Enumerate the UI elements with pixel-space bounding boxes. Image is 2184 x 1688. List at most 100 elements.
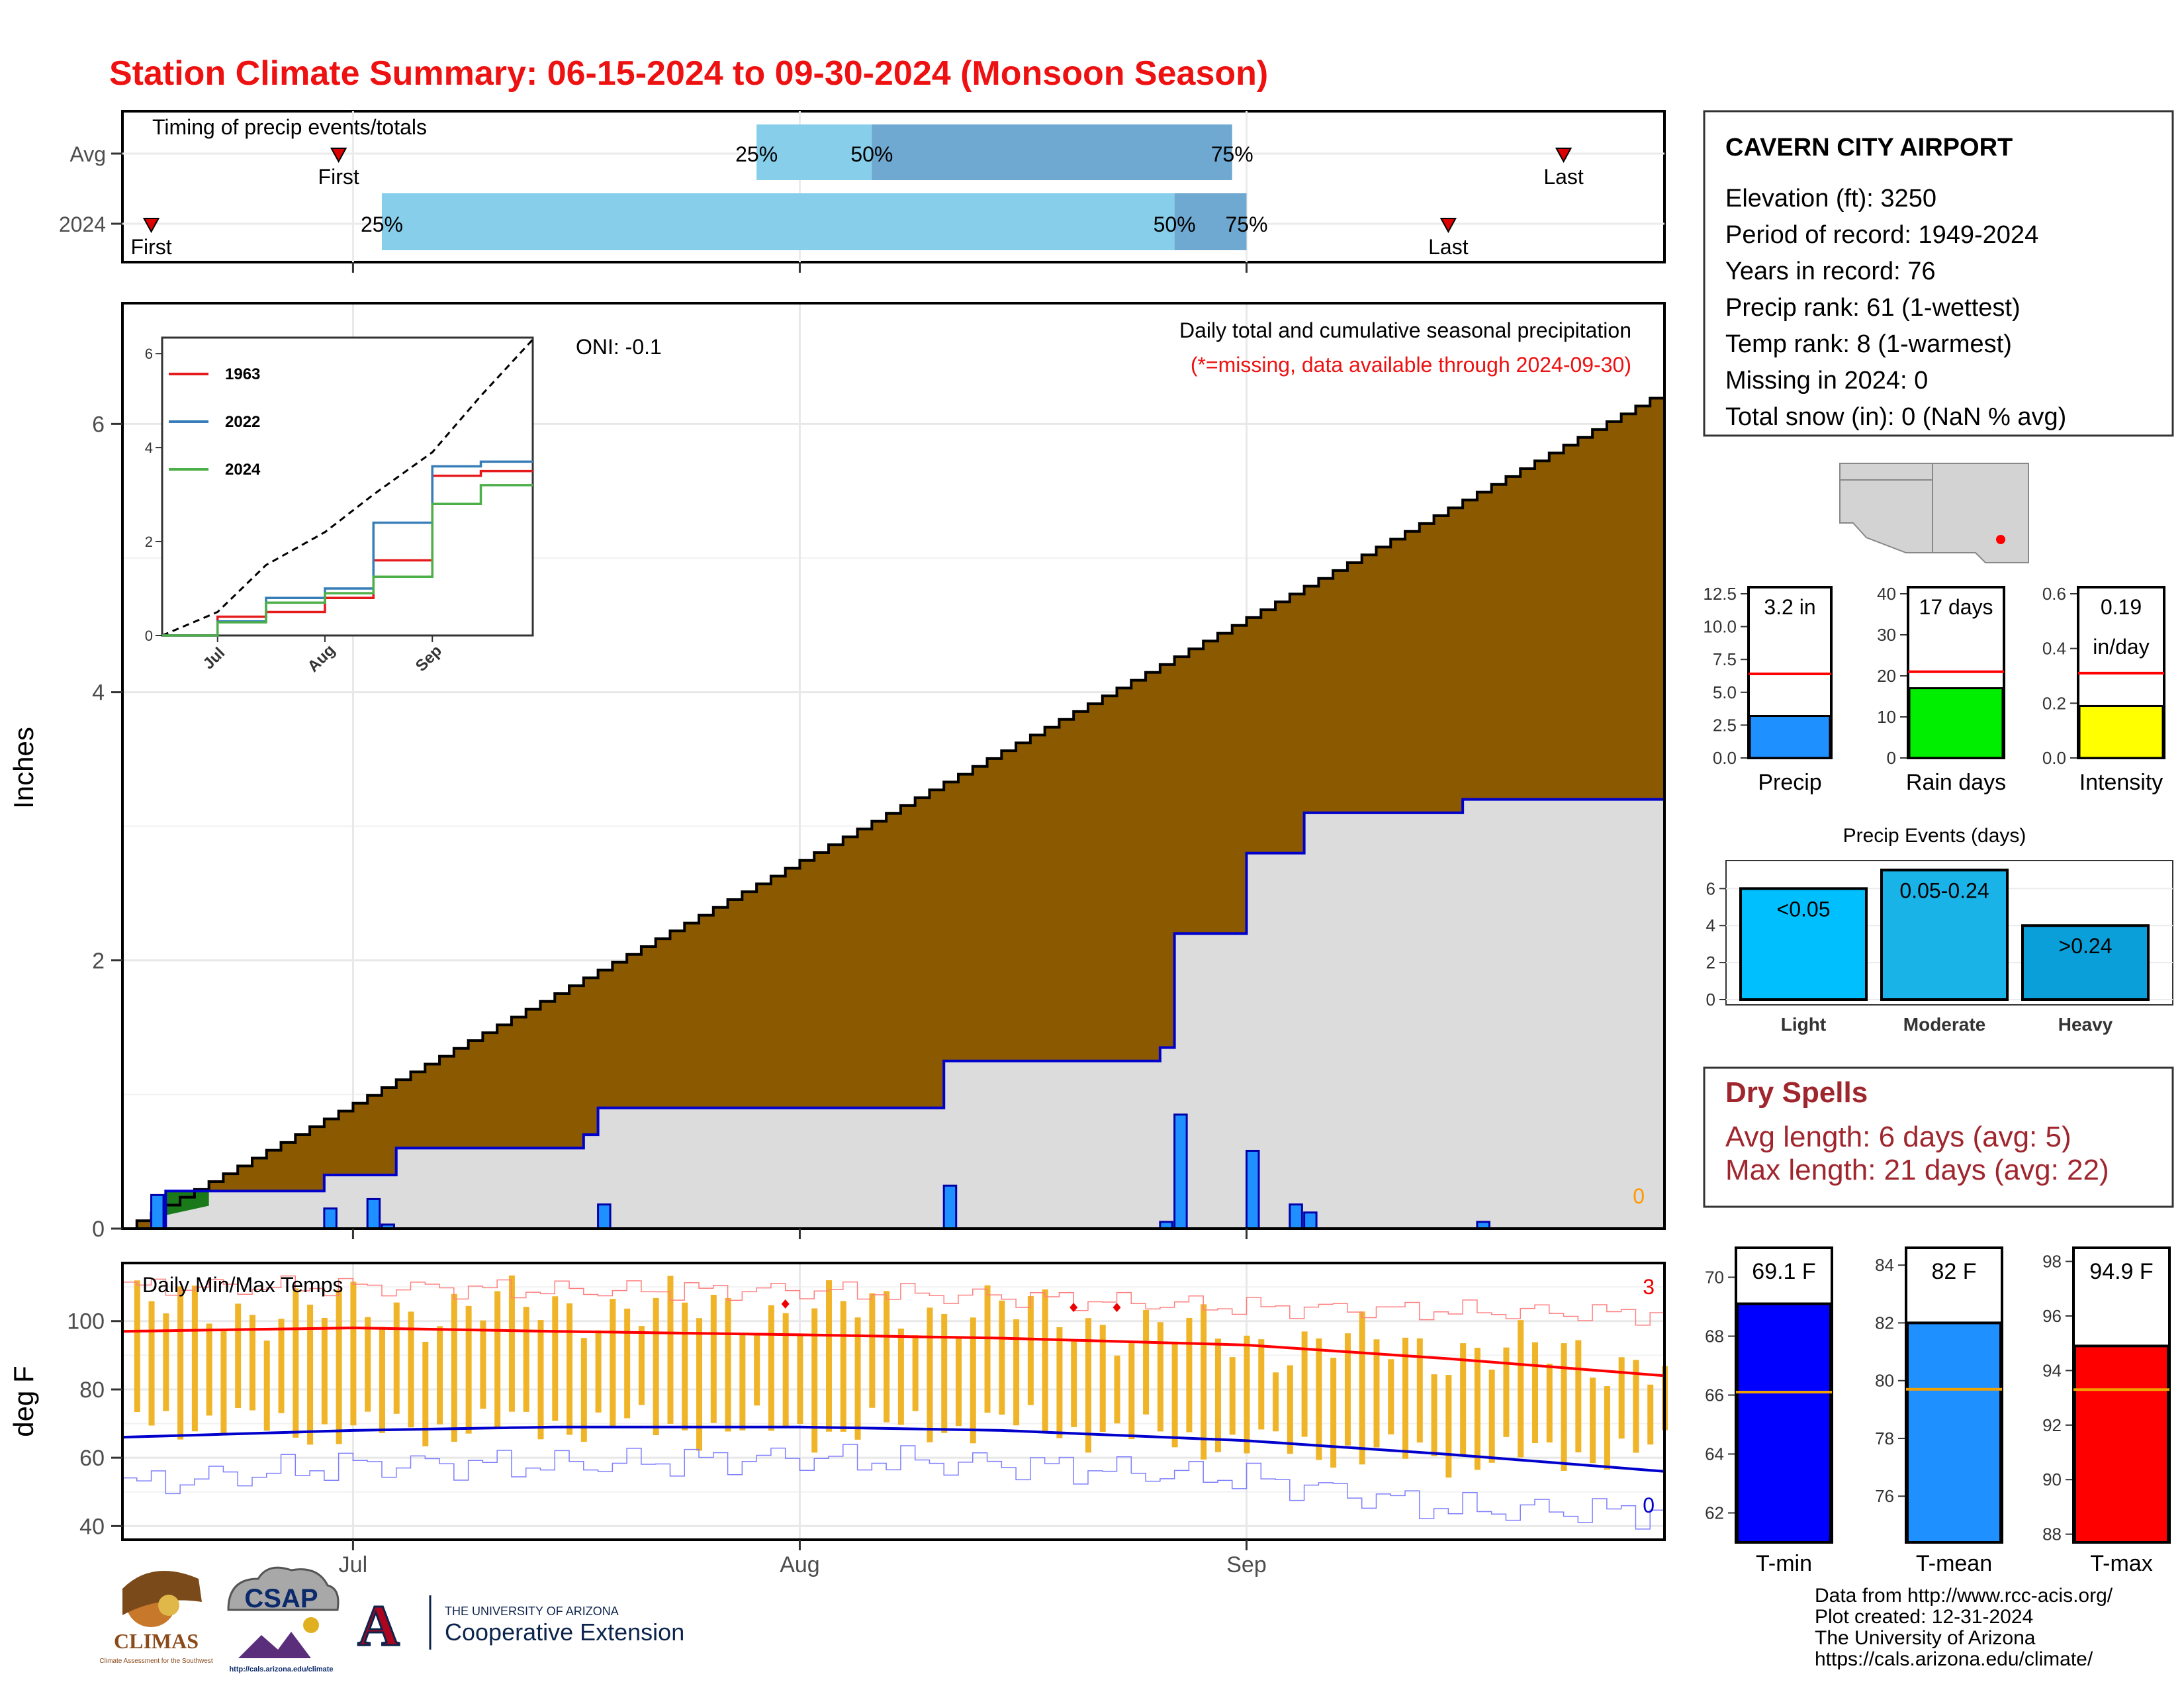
daily-temp-range-bar — [1330, 1358, 1337, 1468]
first-label: First — [130, 235, 171, 259]
mini-bar-label: Intensity — [2079, 770, 2163, 795]
temps-y-tick-label: 80 — [79, 1378, 105, 1403]
timing-title: Timing of precip events/totals — [152, 115, 427, 139]
daily-precip-bar — [1289, 1203, 1303, 1230]
timing-band-25-50 — [756, 124, 872, 180]
last-label: Last — [1428, 235, 1469, 259]
inset-legend-label: 2022 — [225, 413, 260, 431]
mini-bar-tick-label: 30 — [1877, 625, 1896, 645]
daily-temp-range-bar — [307, 1304, 314, 1445]
daily-temp-range-bar — [897, 1329, 904, 1425]
csap-logo: CSAP http://cals.arizona.edu/climate — [227, 1566, 340, 1673]
temp-bar-label: T-mean — [1916, 1551, 1992, 1576]
mini-bar-tick-label: 7.5 — [1713, 649, 1737, 669]
temps-y-tick-label: 100 — [67, 1309, 105, 1335]
record-marker — [1113, 1303, 1121, 1313]
temp-bar-value-label: 94.9 F — [2089, 1259, 2153, 1284]
daily-temp-range-bar — [263, 1340, 270, 1431]
daily-temp-range-bar — [235, 1303, 242, 1408]
daily-temp-range-bar — [1373, 1339, 1380, 1448]
x-tick-label: Sep — [1226, 1552, 1267, 1577]
daily-temp-range-bar — [552, 1296, 559, 1421]
daily-temp-range-bar — [739, 1335, 746, 1430]
temps-y-tick-label: 60 — [79, 1446, 105, 1471]
main-y-tick-label: 6 — [92, 412, 105, 437]
temp-bar-tick-label: 92 — [2042, 1415, 2062, 1435]
daily-precip-bar — [1173, 1113, 1188, 1230]
avg-min-line — [122, 1425, 1665, 1473]
events-bar-text: <0.05 — [1777, 897, 1831, 921]
footer-line: Data from http://www.rcc-acis.org/ — [1815, 1585, 2113, 1607]
daily-temp-range-bar — [1618, 1357, 1625, 1439]
daily-temp-range-bar — [365, 1317, 371, 1412]
inset-y-tick-label: 2 — [145, 534, 153, 550]
temp-bar-value-label: 69.1 F — [1752, 1259, 1815, 1284]
daily-temp-range-bar — [177, 1286, 184, 1440]
temp-bar-tick-label: 98 — [2042, 1252, 2062, 1272]
climas-subtitle: Climate Assessment for the Southwest — [99, 1658, 212, 1665]
temp-bar-tick-label: 84 — [1875, 1255, 1894, 1275]
daily-temp-range-bar — [1085, 1318, 1091, 1453]
daily-temp-range-bar — [1229, 1357, 1236, 1435]
dry-spells-box — [1703, 1066, 2174, 1208]
timing-label-50: 50% — [1154, 212, 1196, 236]
daily-temp-range-bar — [1027, 1295, 1034, 1405]
daily-temp-range-bar — [1157, 1322, 1163, 1432]
events-bar-text: >0.24 — [2059, 934, 2113, 958]
daily-temp-range-bar — [1186, 1317, 1193, 1432]
daily-temp-range-bar — [1518, 1320, 1524, 1458]
climas-dot — [158, 1595, 179, 1616]
events-y-tick-label: 4 — [1706, 915, 1715, 935]
inset-series-line — [162, 484, 533, 637]
daily-temp-range-bar — [1071, 1341, 1077, 1427]
main-panel-frame — [121, 302, 1666, 1230]
mini-bar-value — [1749, 715, 1831, 759]
daily-temp-range-bar — [336, 1289, 342, 1444]
climas-text: CLIMAS — [114, 1629, 199, 1653]
daily-temp-range-bar — [1546, 1364, 1553, 1443]
daily-temp-range-bar — [1143, 1310, 1150, 1415]
csap-mountains — [238, 1632, 311, 1658]
x-tick-label: Aug — [780, 1552, 820, 1577]
daily-temp-range-bar — [567, 1303, 573, 1435]
daily-temp-range-bar — [134, 1280, 140, 1413]
station-info-line: Years in record: 76 — [1725, 258, 1936, 285]
mini-bar-tick-label: 12.5 — [1703, 584, 1737, 604]
daily-temp-range-bar — [927, 1307, 933, 1442]
temp-bar-value — [1736, 1302, 1832, 1544]
daily-temp-range-bar — [1114, 1355, 1120, 1424]
daily-temp-range-bar — [1460, 1343, 1467, 1455]
ua-extension-name: Cooperative Extension — [445, 1618, 684, 1646]
daily-temp-range-bar — [970, 1317, 976, 1444]
temps-title: Daily Min/Max Temps — [142, 1273, 343, 1297]
temp-bar-tick-label: 96 — [2042, 1306, 2062, 1326]
timing-label-75: 75% — [1225, 212, 1267, 236]
daily-temp-range-bar — [984, 1285, 991, 1413]
climas-cloud — [122, 1571, 202, 1615]
temp-bar-tick-label: 80 — [1875, 1371, 1894, 1391]
daily-temp-range-bar — [610, 1299, 616, 1429]
daily-temp-range-bar — [1301, 1331, 1308, 1437]
daily-temp-range-bar — [278, 1319, 285, 1413]
mini-bar-value-label: 3.2 in — [1764, 595, 1815, 619]
station-info-line: Period of record: 1949-2024 — [1725, 221, 2038, 249]
daily-temp-range-bar — [811, 1308, 818, 1453]
daily-temp-range-bar — [1244, 1335, 1250, 1454]
daily-temp-range-bar — [580, 1338, 587, 1442]
footer-line: The University of Arizona — [1815, 1627, 2036, 1649]
events-bar — [1880, 868, 2009, 1001]
daily-temp-range-bar — [1647, 1384, 1654, 1445]
daily-temp-range-bar — [1590, 1378, 1596, 1464]
mini-bar-tick-label: 2.5 — [1713, 715, 1737, 735]
last-label: Last — [1543, 165, 1584, 189]
events-title: Precip Events (days) — [1843, 825, 2026, 847]
station-info-line: Precip rank: 61 (1-wettest) — [1725, 294, 2021, 322]
mini-bar-tick-label: 10 — [1877, 707, 1896, 727]
mini-bar-value — [2078, 704, 2164, 759]
inset-legend-label: 2024 — [225, 461, 261, 479]
daily-temp-range-bar — [941, 1313, 948, 1433]
main-y-tick-label: 0 — [92, 1217, 105, 1242]
events-y-tick-label: 6 — [1706, 878, 1715, 898]
daily-temp-range-bar — [451, 1293, 457, 1442]
daily-temp-range-bar — [710, 1294, 717, 1423]
